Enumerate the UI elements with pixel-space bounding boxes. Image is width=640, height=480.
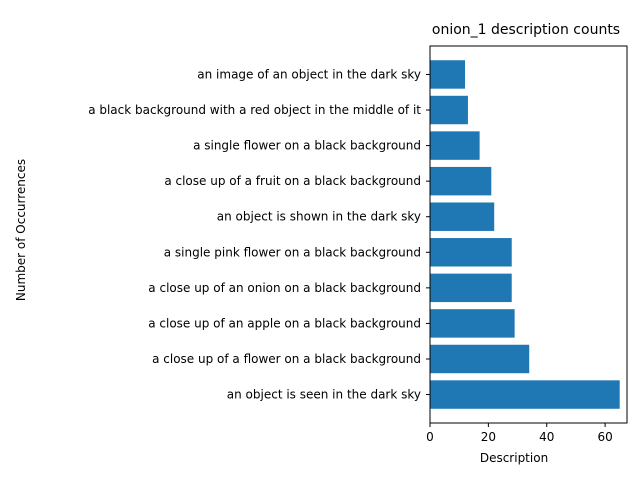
- x-tick-label: 0: [426, 430, 434, 444]
- bar: [430, 238, 512, 267]
- x-tick-group: 0 20 40 60: [426, 423, 613, 444]
- y-tick-label: a single flower on a black background: [193, 139, 421, 153]
- bar: [430, 60, 466, 89]
- bar: [430, 95, 468, 125]
- bar: [430, 166, 492, 196]
- bar: [430, 309, 515, 338]
- bar: [430, 202, 495, 231]
- x-tick-label: 60: [597, 430, 612, 444]
- chart-title: onion_1 description counts: [432, 22, 620, 38]
- y-tick-label: an object is shown in the dark sky: [217, 210, 421, 224]
- bar: [430, 131, 480, 160]
- y-tick-label: an image of an object in the dark sky: [197, 67, 421, 81]
- bar: [430, 344, 530, 374]
- plot-frame: [429, 45, 628, 424]
- y-axis-label: Number of Occurrences: [14, 159, 28, 301]
- y-tick-label: a close up of an apple on a black backgr…: [148, 316, 421, 330]
- y-tick-label: a close up of a fruit on a black backgro…: [164, 174, 421, 188]
- y-tick-label: an object is seen in the dark sky: [227, 388, 421, 402]
- x-tick-label: 20: [481, 430, 496, 444]
- bars-group: [430, 60, 620, 409]
- x-axis-label: Description: [480, 451, 548, 465]
- y-tick-label: a close up of an onion on a black backgr…: [148, 281, 421, 295]
- x-tick-label: 40: [539, 430, 554, 444]
- y-tick-label: a black background with a red object in …: [88, 103, 421, 117]
- y-tick-label: a single pink flower on a black backgrou…: [164, 245, 421, 259]
- bar: [430, 380, 620, 409]
- y-tick-group: an object is seen in the dark sky a close…: [88, 67, 430, 402]
- y-tick-label: a close up of a flower on a black backgr…: [152, 352, 421, 366]
- bar: [430, 273, 512, 303]
- axes-frame: [429, 45, 628, 424]
